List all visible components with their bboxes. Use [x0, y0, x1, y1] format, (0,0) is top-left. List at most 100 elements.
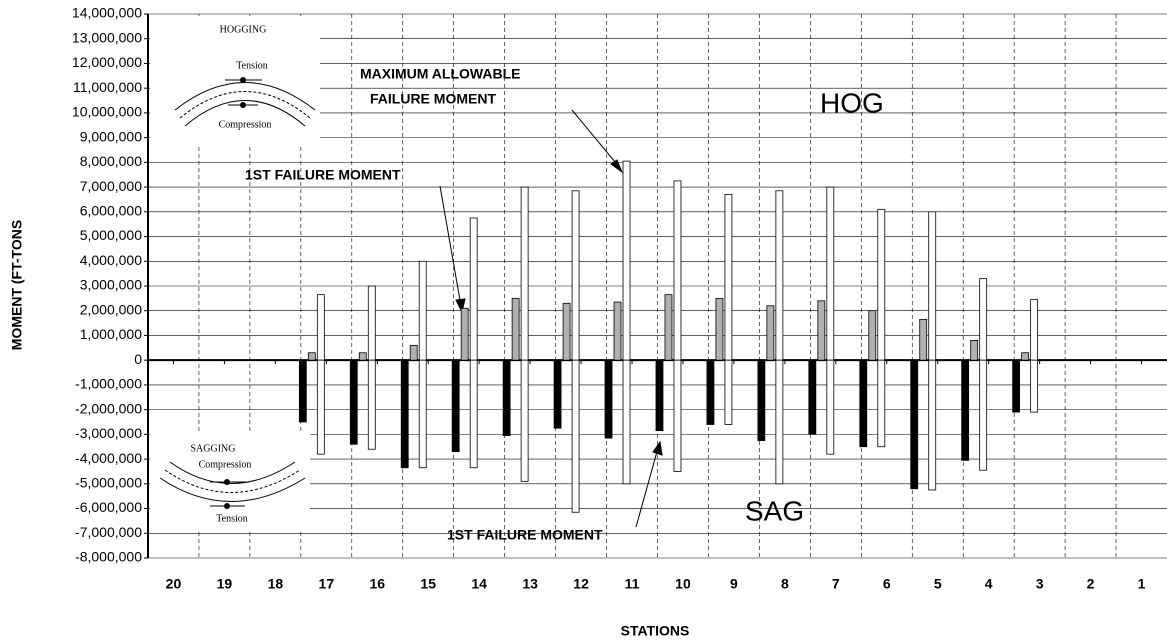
bar: [571, 190, 580, 361]
bar: [316, 359, 325, 455]
bar: [664, 294, 673, 361]
x-tick-label: 7: [832, 576, 840, 592]
x-tick-label: 3: [1036, 576, 1044, 592]
bar: [316, 294, 325, 361]
bar: [367, 285, 376, 361]
bar: [715, 297, 724, 361]
y-tick-label: -6,000,000: [75, 499, 142, 515]
y-tick-label: 13,000,000: [72, 29, 142, 45]
x-tick-label: 4: [985, 576, 993, 592]
bar: [469, 359, 478, 469]
inset-label: Tension: [216, 513, 248, 524]
bar: [1012, 359, 1021, 413]
annotation-arrows: [439, 109, 663, 528]
bar: [520, 359, 529, 482]
bar: [604, 359, 613, 439]
y-tick-label: -8,000,000: [75, 549, 142, 565]
sagging-inset: [150, 432, 310, 532]
x-tick-label: 19: [217, 576, 233, 592]
x-tick-label: 14: [471, 576, 487, 592]
x-tick-label: 13: [522, 576, 538, 592]
bar: [400, 359, 409, 469]
bar: [766, 305, 775, 361]
bar: [826, 186, 835, 361]
bar: [724, 359, 733, 425]
bar: [826, 359, 835, 455]
inset-label: Tension: [236, 60, 268, 71]
bar: [511, 297, 520, 361]
bar: [349, 359, 358, 445]
annotation: 1ST FAILURE MOMENT: [447, 527, 603, 543]
bar: [808, 359, 817, 435]
bar: [409, 344, 418, 361]
annotation: FAILURE MOMENT: [370, 91, 496, 107]
y-tick-label: 4,000,000: [80, 252, 142, 268]
inset-label: SAGGING: [191, 443, 236, 454]
bar: [358, 352, 367, 361]
annotation: SAG: [745, 495, 804, 526]
x-tick-label: 16: [369, 576, 385, 592]
bar: [1021, 352, 1030, 361]
bar: [928, 211, 937, 361]
bar: [919, 318, 928, 361]
x-tick-label: 8: [781, 576, 789, 592]
y-tick-label: -4,000,000: [75, 450, 142, 466]
y-tick-label: 11,000,000: [73, 79, 142, 95]
bar: [571, 359, 580, 513]
bar: [502, 359, 511, 437]
bar: [613, 301, 622, 361]
bar: [298, 359, 307, 423]
bar: [451, 359, 460, 453]
y-tick-label: 3,000,000: [80, 277, 142, 293]
y-tick-label: -5,000,000: [75, 475, 142, 491]
bar: [367, 359, 376, 450]
x-tick-label: 2: [1087, 576, 1095, 592]
y-tick-label: 6,000,000: [80, 203, 142, 219]
bar: [910, 359, 919, 490]
y-tick-label: 7,000,000: [80, 178, 142, 194]
hogging-inset: [150, 16, 320, 144]
bar: [562, 302, 571, 361]
bar: [868, 310, 877, 361]
y-tick-label: 9,000,000: [80, 128, 142, 144]
bar: [970, 339, 979, 361]
bar: [622, 160, 631, 361]
y-tick-label: 14,000,000: [72, 5, 142, 21]
bar: [418, 359, 427, 469]
bar: [418, 260, 427, 361]
bar: [1030, 299, 1039, 361]
bar: [979, 278, 988, 361]
bar: [775, 359, 784, 485]
y-tick-label: 2,000,000: [80, 301, 142, 317]
bar: [724, 194, 733, 361]
x-tick-label: 18: [268, 576, 284, 592]
bar: [928, 359, 937, 491]
y-tick-label: 12,000,000: [72, 54, 142, 70]
y-tick-label: -1,000,000: [75, 376, 142, 392]
bar: [961, 359, 970, 461]
inset-label: HOGGING: [220, 24, 267, 35]
bar: [877, 208, 886, 361]
x-axis-label: STATIONS: [621, 623, 690, 639]
annotation: 1ST FAILURE MOMENT: [245, 167, 401, 183]
y-tick-label: -7,000,000: [75, 524, 142, 540]
x-tick-label: 15: [420, 576, 436, 592]
x-tick-label: 11: [625, 576, 640, 592]
y-tick-label: -3,000,000: [75, 425, 142, 441]
bar: [775, 190, 784, 361]
bar: [469, 217, 478, 361]
y-tick-label: 5,000,000: [80, 227, 142, 243]
annotation: HOG: [820, 87, 884, 118]
x-tick-label: 20: [166, 576, 182, 592]
y-tick-label: -2,000,000: [75, 400, 142, 416]
inset-label: Compression: [219, 119, 272, 130]
bar: [859, 359, 868, 448]
annotation: MAXIMUM ALLOWABLE: [360, 66, 520, 82]
bar: [1030, 359, 1039, 413]
inset-label: Compression: [199, 459, 252, 470]
x-tick-label: 12: [573, 576, 589, 592]
y-tick-label: 8,000,000: [80, 153, 142, 169]
bar: [817, 300, 826, 361]
x-tick-label: 5: [934, 576, 942, 592]
